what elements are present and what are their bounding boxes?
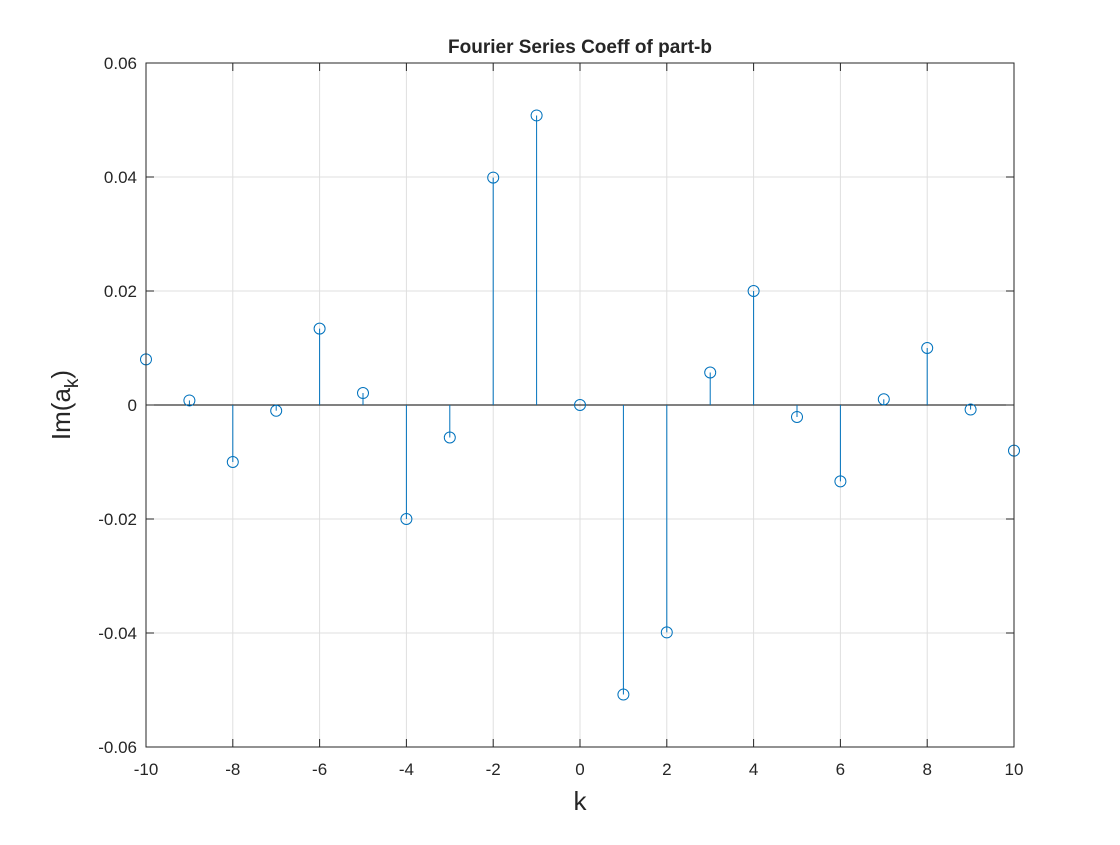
x-tick-label: 6 <box>836 760 845 779</box>
stem-marker <box>530 109 543 122</box>
x-tick-label: 8 <box>922 760 931 779</box>
stem-marker <box>313 322 326 335</box>
y-tick-label: 0 <box>128 396 137 415</box>
x-tick-label: -4 <box>399 760 414 779</box>
y-tick-label: -0.04 <box>98 624 137 643</box>
x-tick-label: -10 <box>134 760 159 779</box>
y-axis-label-subscript: k <box>62 378 83 388</box>
x-tick-label: 0 <box>575 760 584 779</box>
stem-marker <box>443 431 456 444</box>
x-axis-ticks: -10 -8 -6 -4 -2 0 2 4 6 8 10 <box>134 63 1024 779</box>
x-tick-label: 10 <box>1005 760 1024 779</box>
y-axis-label-close: ) <box>46 370 76 379</box>
y-axis-label: Im(ak) <box>46 370 83 440</box>
stem-marker <box>747 285 760 297</box>
y-axis-label-main: Im(a <box>46 388 76 441</box>
y-tick-label: -0.02 <box>98 510 137 529</box>
stem-marker <box>834 475 847 488</box>
stem-marker <box>487 171 500 184</box>
stem-marker <box>226 456 239 468</box>
stem-marker <box>617 688 630 701</box>
x-tick-label: -8 <box>225 760 240 779</box>
stem-marker <box>877 393 890 406</box>
x-tick-label: 4 <box>749 760 758 779</box>
stem-marker <box>660 626 673 639</box>
y-tick-label: 0.02 <box>104 282 137 301</box>
y-tick-label: 0.04 <box>104 168 137 187</box>
x-tick-label: -6 <box>312 760 327 779</box>
x-tick-label: 2 <box>662 760 671 779</box>
stem-series <box>140 109 1020 701</box>
y-tick-label: -0.06 <box>98 738 137 757</box>
stem-marker <box>964 403 977 416</box>
stem-marker <box>921 342 934 354</box>
stem-marker <box>574 399 586 411</box>
x-tick-label: -2 <box>486 760 501 779</box>
y-tick-label: 0.06 <box>104 54 137 73</box>
stem-marker <box>357 387 369 400</box>
stem-marker <box>400 513 413 525</box>
y-axis-ticks: -0.06 -0.04 -0.02 0 0.02 0.04 0.06 <box>98 54 1014 757</box>
chart-title: Fourier Series Coeff of part-b <box>448 37 712 58</box>
stem-marker <box>704 366 717 379</box>
x-axis-label: k <box>574 786 588 816</box>
stem-marker <box>270 404 283 417</box>
stem-marker <box>183 394 196 407</box>
stem-marker <box>791 410 803 423</box>
